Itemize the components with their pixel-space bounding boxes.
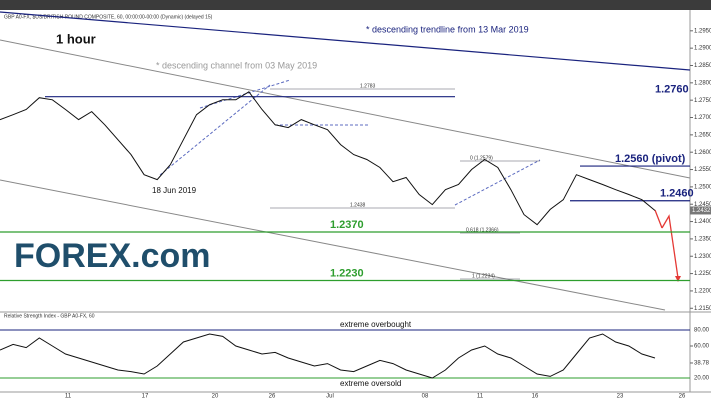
last-price: 1.2432 [692,208,711,214]
x-tick-label: 23 [617,394,624,400]
annotation: 18 Jun 2019 [152,186,197,195]
arrow [661,214,679,279]
fib-label: 0 (1.2579) [470,155,493,161]
fib-label: 1 (1.2234) [472,273,495,279]
y-tick-label: 1.2750 [694,98,711,104]
fib-label: 0.618 (1.2366) [466,227,499,233]
timeframe: 1 hour [56,31,96,46]
arrow-head [675,276,681,282]
x-tick-label: 20 [212,394,219,400]
channel-lower [0,179,666,311]
x-tick-label: 11 [65,394,72,400]
level-label: 1.2460 [660,188,694,200]
y-tick-label: 1.2250 [694,271,711,277]
rsi-title: Relative Strength Index - GBP A0-FX, 60 [4,313,95,319]
y-tick-label: 1.2450 [694,202,711,208]
rsi-tick-label: 38.78 [694,361,710,367]
x-tick-label: Jul [326,394,334,400]
y-tick-label: 1.2950 [694,28,711,34]
annotation: * descending channel from 03 May 2019 [156,60,317,70]
logo: FOREX.com [14,237,210,275]
y-tick-label: 1.2300 [694,254,711,260]
wedge-line [159,84,271,176]
level-label: 1.2230 [330,267,364,279]
x-tick-label: 16 [532,394,539,400]
x-tick-label: 08 [422,394,429,400]
rsi-tick-label: 20.00 [694,376,710,382]
y-tick-label: 1.2200 [694,289,711,295]
channel-upper [0,39,691,179]
x-tick-label: 11 [477,394,484,400]
fib-label: 1.2783 [360,83,376,89]
rsi-tick-label: 60.00 [694,344,710,350]
y-tick-label: 1.2400 [694,219,711,225]
arrow [654,209,663,229]
fib-label: 1.2438 [350,202,366,208]
rsi-tick-label: 80.00 [694,328,710,334]
y-tick-label: 1.2900 [694,46,711,52]
y-tick-label: 1.2650 [694,132,711,138]
oversold-label: extreme oversold [340,379,401,388]
x-tick-label: 17 [142,394,149,400]
x-tick-label: 26 [269,394,276,400]
header: GBP A0-FX, $US/BRITISH POUND COMPOSITE, … [4,14,213,20]
y-tick-label: 1.2800 [694,80,711,86]
wedge-line [454,159,541,206]
price-line [0,333,656,379]
y-tick-label: 1.2550 [694,167,711,173]
level-label: 1.2760 [655,84,689,96]
price-line [0,91,656,226]
y-tick-label: 1.2350 [694,236,711,242]
y-tick-label: 1.2150 [694,306,711,312]
overbought-label: extreme overbought [340,320,412,329]
header-bar [0,0,711,10]
price-box [690,206,711,215]
level-label: 1.2560 (pivot) [615,153,686,165]
y-tick-label: 1.2500 [694,184,711,190]
y-tick-label: 1.2700 [694,115,711,121]
x-tick-label: 26 [679,394,686,400]
y-tick-label: 1.2850 [694,63,711,69]
y-tick-label: 1.2600 [694,150,711,156]
trendline [0,11,691,71]
level-label: 1.2370 [330,219,364,231]
annotation: * descending trendline from 13 Mar 2019 [366,24,529,34]
